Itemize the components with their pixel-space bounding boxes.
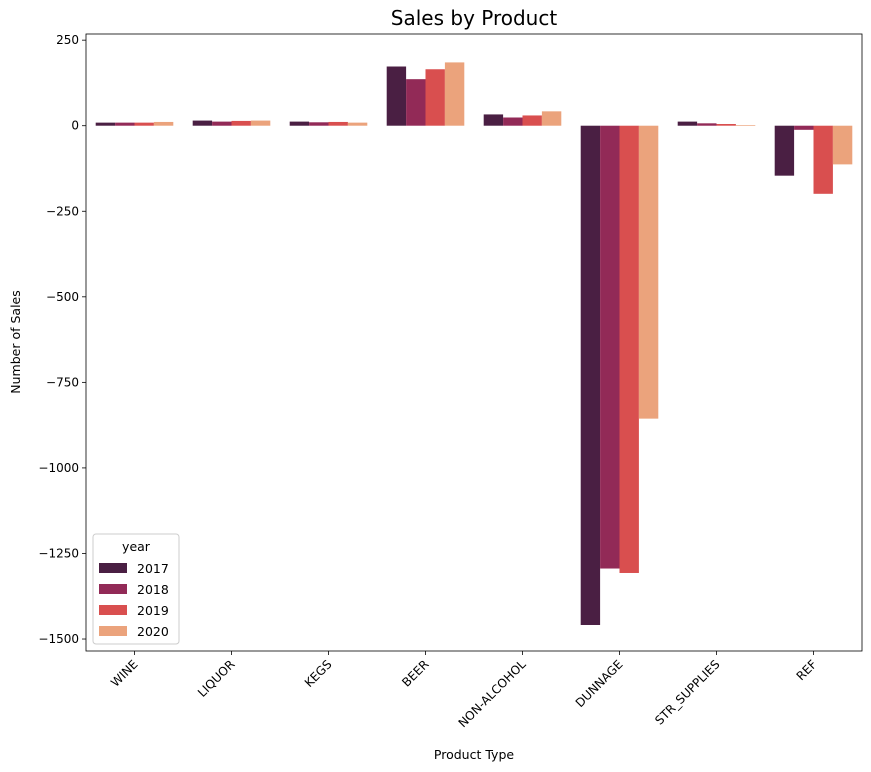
- y-tick-label: 0: [71, 119, 79, 133]
- bar-kegs-2020: [347, 122, 368, 126]
- y-tick-label: −250: [46, 204, 79, 218]
- x-tick-label: BEER: [399, 657, 431, 689]
- y-tick-label: −1000: [38, 461, 79, 475]
- bar-str-supplies-2018: [697, 123, 717, 126]
- bar-ref-2019: [813, 125, 833, 194]
- x-tick-label: NON-ALCOHOL: [456, 657, 529, 730]
- bars-group: [95, 62, 853, 625]
- x-tick-label: DUNNAGE: [573, 657, 626, 710]
- legend-swatch-2020: [99, 626, 127, 636]
- bar-str-supplies-2020: [735, 125, 756, 126]
- legend-title: year: [122, 539, 151, 554]
- bar-liquor-2019: [231, 120, 251, 126]
- bar-non-alcohol-2020: [541, 111, 562, 126]
- x-tick-label: LIQUOR: [195, 657, 238, 700]
- x-axis-label: Product Type: [434, 747, 514, 762]
- legend-label-2019: 2019: [137, 603, 169, 618]
- y-tick-label: −1250: [38, 546, 79, 560]
- bar-dunnage-2018: [600, 125, 620, 569]
- bar-beer-2018: [406, 79, 426, 126]
- bar-wine-2020: [153, 121, 174, 126]
- bar-dunnage-2020: [638, 125, 659, 419]
- bar-kegs-2017: [289, 121, 310, 126]
- legend-label-2020: 2020: [137, 624, 169, 639]
- y-axis-label: Number of Sales: [8, 290, 23, 393]
- bar-non-alcohol-2017: [483, 114, 504, 126]
- bar-beer-2017: [386, 66, 407, 126]
- bar-kegs-2019: [328, 121, 348, 126]
- y-tick-label: −750: [46, 375, 79, 389]
- x-tick-label: WINE: [108, 657, 141, 690]
- bar-ref-2020: [832, 125, 853, 165]
- bar-dunnage-2019: [619, 125, 639, 573]
- bar-ref-2018: [794, 125, 814, 130]
- bar-non-alcohol-2019: [522, 115, 542, 126]
- legend-label-2018: 2018: [137, 582, 169, 597]
- bar-liquor-2017: [192, 120, 213, 126]
- chart-title: Sales by Product: [391, 6, 558, 30]
- bar-dunnage-2017: [580, 125, 601, 625]
- legend-swatch-2019: [99, 605, 127, 615]
- y-tick-label: −1500: [38, 632, 79, 646]
- legend-box: [92, 533, 180, 645]
- y-tick-label: −500: [46, 290, 79, 304]
- bar-str-supplies-2019: [716, 124, 736, 126]
- bar-str-supplies-2017: [677, 121, 698, 126]
- x-axis: WINE LIQUOR KEGS BEER NON-ALCOHOL DUNNAGE STR_…: [108, 651, 820, 730]
- bar-liquor-2020: [250, 120, 271, 126]
- bar-wine-2018: [115, 122, 135, 126]
- bar-beer-2019: [425, 69, 445, 126]
- y-axis: 250 0 −250 −500 −750 −1000 −1250 −1500: [38, 33, 86, 646]
- bar-non-alcohol-2018: [503, 117, 523, 126]
- legend-swatch-2018: [99, 584, 127, 594]
- legend-label-2017: 2017: [137, 561, 169, 576]
- x-tick-label: REF: [794, 657, 820, 683]
- x-tick-label: STR_SUPPLIES: [652, 657, 722, 727]
- bar-kegs-2018: [309, 122, 329, 126]
- legend: year 2017 2018 2019 2020: [92, 533, 180, 645]
- x-tick-label: KEGS: [302, 657, 335, 690]
- bar-liquor-2018: [212, 121, 232, 126]
- bar-beer-2020: [444, 62, 465, 126]
- legend-swatch-2017: [99, 563, 127, 573]
- bar-wine-2019: [134, 122, 154, 126]
- bar-ref-2017: [774, 125, 795, 176]
- bar-wine-2017: [95, 122, 116, 126]
- plot-frame: [85, 33, 863, 652]
- y-tick-label: 250: [56, 33, 79, 47]
